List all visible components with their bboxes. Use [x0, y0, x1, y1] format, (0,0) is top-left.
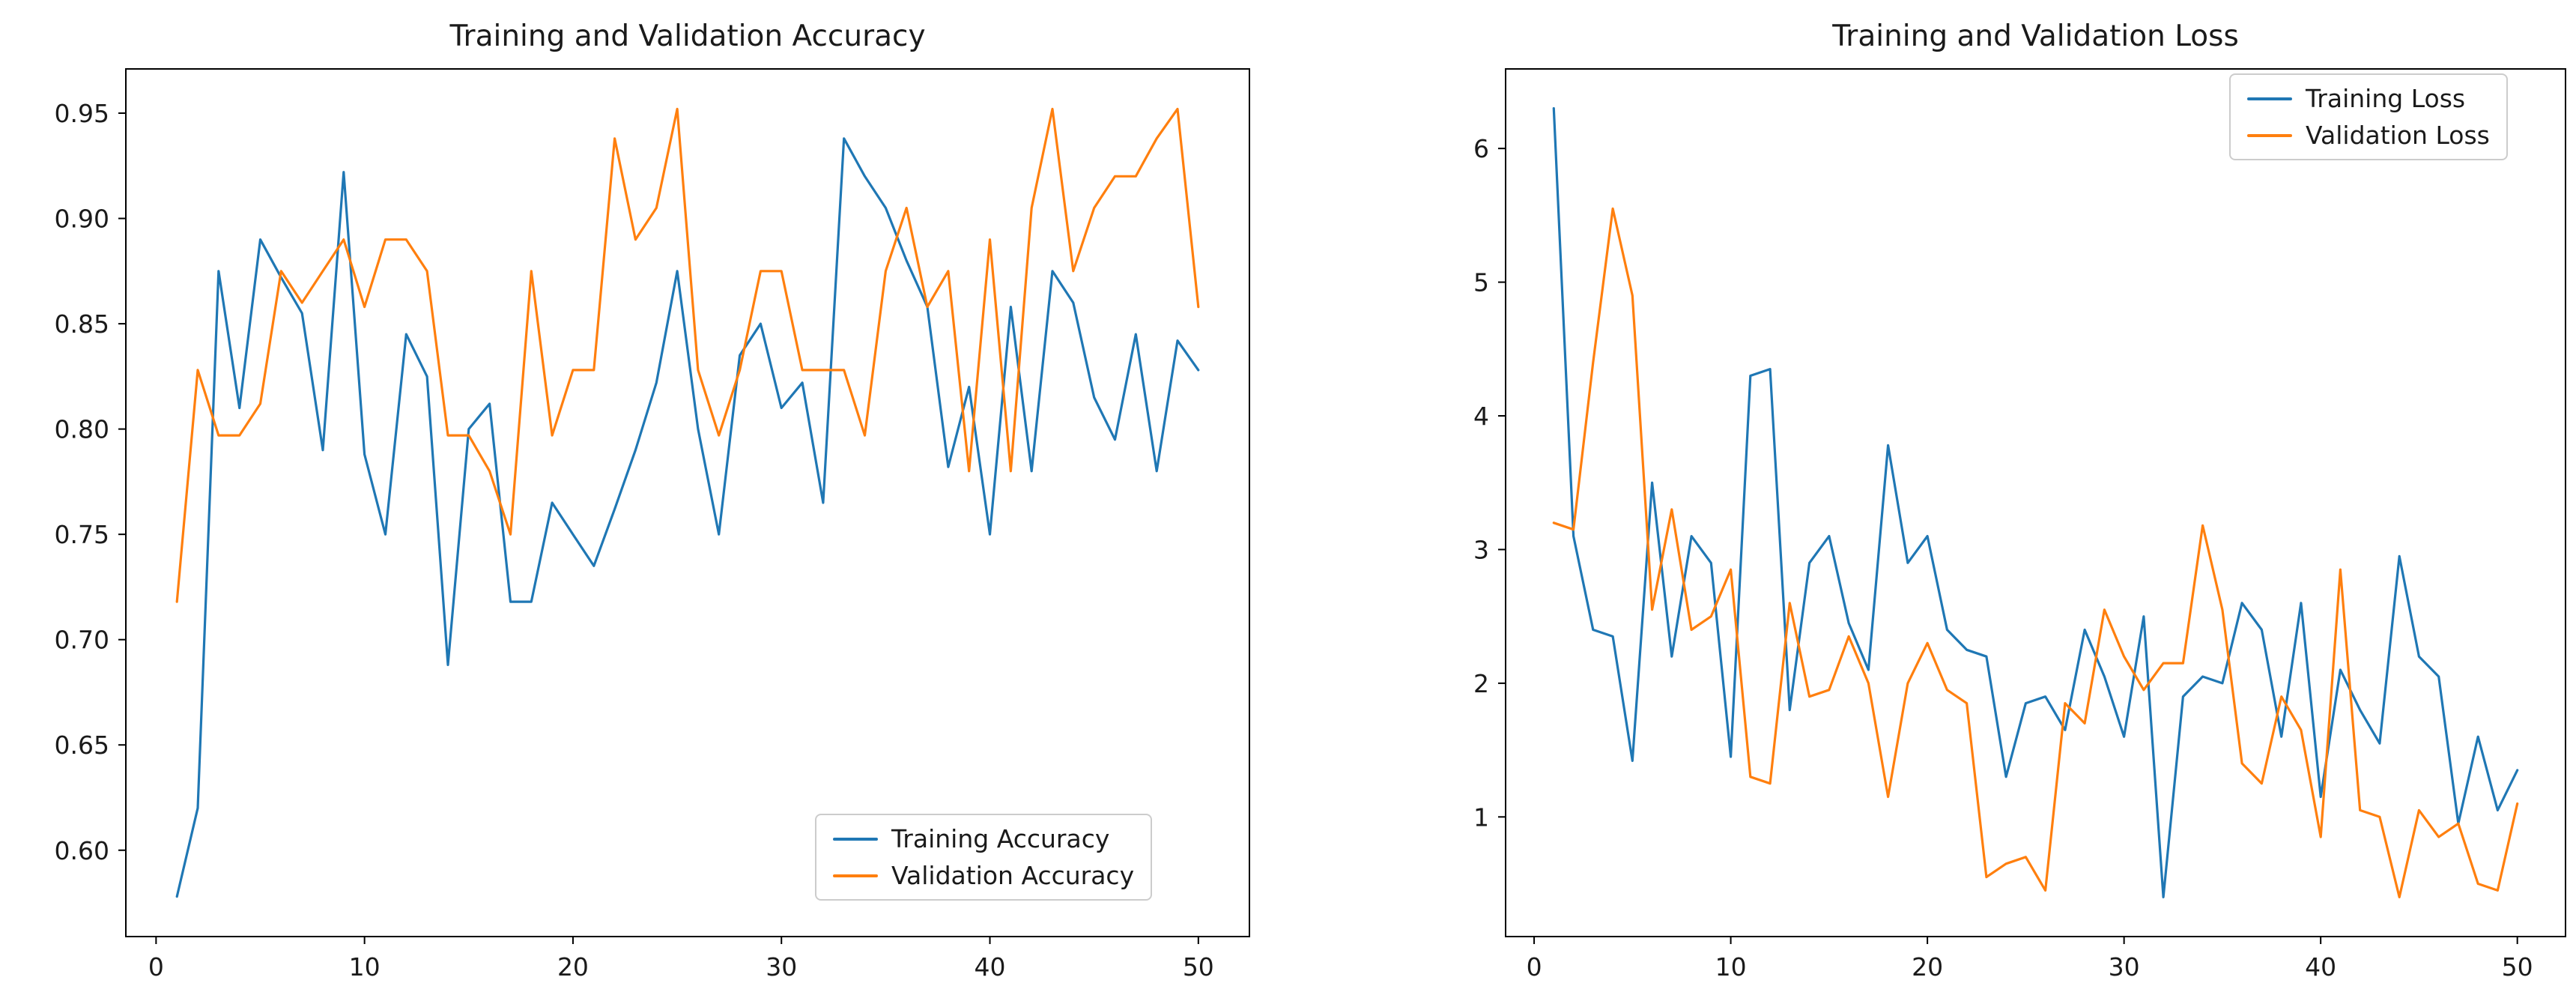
x-tick-label: 30	[2109, 952, 2140, 982]
series-line-training-accuracy	[175, 137, 1200, 898]
x-tick-label: 0	[148, 952, 164, 982]
y-tick-label: 0.70	[55, 626, 109, 655]
y-tick-label: 0.90	[55, 205, 109, 234]
x-tick-label: 10	[349, 952, 381, 982]
validation-line-swatch	[2247, 133, 2292, 137]
y-tick-label: 2	[1473, 669, 1489, 698]
x-tick-label: 30	[766, 952, 797, 982]
x-tick-label: 20	[1912, 952, 1943, 982]
x-tick-label: 20	[557, 952, 589, 982]
legend-entry-validation-accuracy: Validation Accuracy	[833, 861, 1134, 890]
x-tick-label: 50	[1183, 952, 1214, 982]
series-line-validation-accuracy	[175, 107, 1200, 603]
legend-label: Validation Accuracy	[891, 861, 1135, 890]
loss-chart-title: Training and Validation Loss	[1832, 19, 2239, 53]
y-tick-label: 0.60	[55, 836, 109, 865]
x-tick-label: 40	[2305, 952, 2336, 982]
axes-box	[125, 68, 1250, 937]
y-tick-label: 4	[1473, 402, 1489, 431]
x-tick-label: 10	[1715, 952, 1747, 982]
series-line-validation-loss	[1552, 207, 2519, 899]
legend-label: Training Accuracy	[891, 824, 1110, 853]
y-tick-label: 5	[1473, 268, 1489, 297]
x-tick-label: 0	[1527, 952, 1542, 982]
legend-entry-validation-loss: Validation Loss	[2247, 121, 2490, 150]
loss-legend: Training Loss Validation Loss	[2229, 73, 2508, 160]
accuracy-legend: Training Accuracy Validation Accuracy	[815, 814, 1153, 901]
accuracy-chart-title: Training and Validation Accuracy	[449, 19, 926, 53]
x-tick-label: 50	[2502, 952, 2533, 982]
axes-box	[1505, 68, 2566, 937]
y-tick-label: 0.75	[55, 520, 109, 549]
series-line-training-loss	[1552, 107, 2519, 899]
legend-entry-training-accuracy: Training Accuracy	[833, 824, 1134, 853]
y-tick-label: 0.80	[55, 415, 109, 444]
legend-label: Validation Loss	[2306, 121, 2490, 150]
training-line-swatch	[833, 837, 878, 841]
y-tick-label: 0.95	[55, 99, 109, 128]
y-tick-label: 1	[1473, 802, 1489, 832]
training-line-swatch	[2247, 97, 2292, 100]
y-tick-label: 6	[1473, 134, 1489, 163]
y-tick-label: 0.65	[55, 731, 109, 760]
legend-label: Training Loss	[2306, 84, 2466, 113]
legend-entry-training-loss: Training Loss	[2247, 84, 2490, 113]
x-tick-label: 40	[975, 952, 1006, 982]
y-tick-label: 3	[1473, 535, 1489, 564]
validation-line-swatch	[833, 874, 878, 877]
y-tick-label: 0.85	[55, 309, 109, 339]
